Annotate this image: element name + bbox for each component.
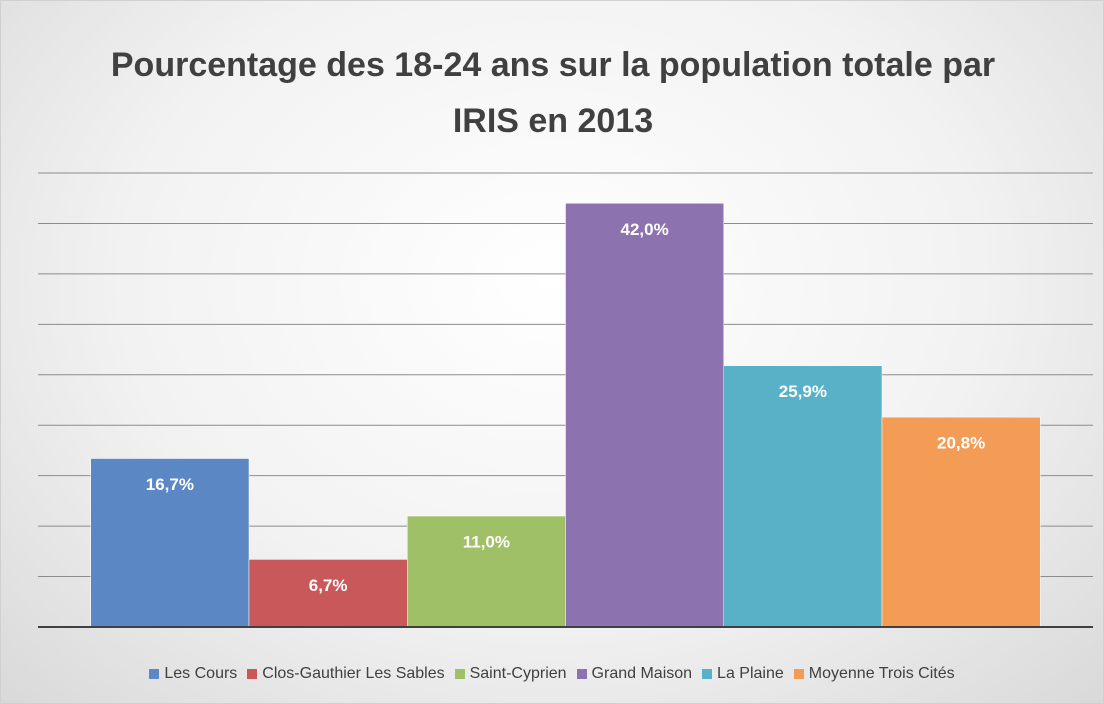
legend-item: La Plaine — [702, 665, 784, 683]
bar — [407, 515, 566, 628]
legend-label: Grand Maison — [591, 665, 693, 682]
legend-label: Les Cours — [164, 665, 238, 682]
legend-swatch — [454, 669, 465, 679]
legend: Les Cours Clos-Gauthier Les Sables Saint-C… — [1, 665, 1103, 683]
legend-label: La Plaine — [717, 665, 784, 682]
legend-swatch — [793, 669, 804, 679]
legend-item: Clos-Gauthier Les Sables — [247, 665, 445, 683]
bar — [90, 458, 250, 628]
bar — [723, 365, 883, 628]
legend-swatch — [247, 669, 258, 679]
legend-item: Moyenne Trois Cités — [793, 665, 955, 683]
value-label: 25,9% — [779, 382, 827, 401]
legend-label: Moyenne Trois Cités — [808, 665, 955, 682]
legend-item: Grand Maison — [576, 665, 693, 683]
legend-label: Saint-Cyprien — [469, 665, 567, 682]
value-label: 16,7% — [146, 475, 194, 494]
legend-swatch — [702, 669, 713, 679]
value-label: 11,0% — [463, 533, 510, 552]
bar — [881, 416, 1041, 628]
value-label: 42,0% — [621, 220, 669, 239]
value-label: 6,7% — [309, 576, 348, 595]
legend-swatch — [576, 669, 587, 679]
legend-item: Saint-Cyprien — [454, 665, 567, 683]
value-label: 20,8% — [937, 434, 985, 453]
bar — [565, 203, 724, 628]
chart-title: Pourcentage des 18-24 ans sur la populat… — [110, 46, 996, 140]
legend-item: Les Cours — [149, 665, 237, 683]
legend-label: Clos-Gauthier Les Sables — [262, 665, 445, 682]
legend-swatch — [149, 669, 160, 679]
